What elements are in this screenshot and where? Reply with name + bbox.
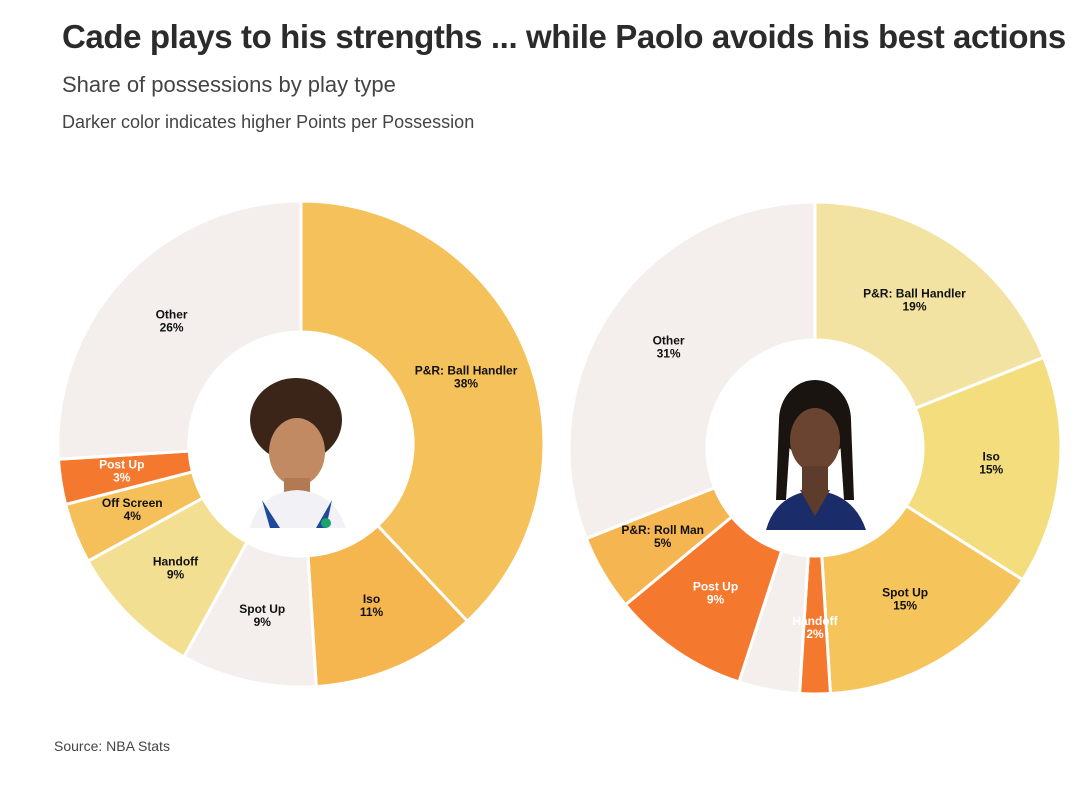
paolo-pct-post-up: 9% (707, 592, 725, 606)
cade-pct-off-screen: 4% (124, 509, 142, 523)
paolo-slice-spot-up (820, 503, 1025, 696)
chart-subtitle: Share of possessions by play type (62, 72, 396, 97)
cade-label-spot-up: Spot Up (239, 602, 285, 616)
cade-slice-p-r-ball-handler (299, 199, 546, 624)
paolo-pct-handoff: 2% (806, 627, 824, 641)
paolo-label-spot-up: Spot Up (882, 585, 928, 599)
cade-pct-spot-up: 9% (254, 615, 272, 629)
paolo-portrait (762, 378, 868, 530)
cade-label-post-up: Post Up (99, 457, 144, 471)
paolo-label-post-up: Post Up (693, 579, 738, 593)
color-note: Darker color indicates higher Points per… (62, 112, 475, 132)
paolo-slice-p-r-ball-handler (813, 200, 1046, 411)
cade-donut (56, 199, 546, 689)
cade-label-handoff: Handoff (153, 555, 199, 569)
chart-title: Cade plays to his strengths ... while Pa… (62, 18, 1066, 55)
paolo-label-iso: Iso (983, 450, 1000, 464)
paolo-pct-p-r-roll-man: 5% (654, 536, 672, 550)
paolo-pct-other: 31% (657, 347, 681, 361)
paolo-label-handoff: Handoff (792, 614, 838, 628)
source-note: Source: NBA Stats (54, 738, 170, 754)
cade-pct-iso: 11% (360, 605, 384, 619)
cade-pct-handoff: 9% (167, 568, 185, 582)
paolo-label-p-r-roll-man: P&R: Roll Man (621, 523, 704, 537)
cade-pct-post-up: 3% (113, 470, 131, 484)
paolo-pct-spot-up: 15% (893, 598, 917, 612)
paolo-pct-iso: 15% (979, 463, 1003, 477)
cade-portrait (246, 378, 348, 528)
paolo-pct-p-r-ball-handler: 19% (902, 300, 926, 314)
paolo-label-other: Other (653, 334, 685, 348)
paolo-label-p-r-ball-handler: P&R: Ball Handler (863, 287, 966, 301)
cade-slice-other (56, 199, 303, 461)
paolo-slice-iso (904, 355, 1063, 582)
cade-label-iso: Iso (363, 592, 380, 606)
cade-label-off-screen: Off Screen (102, 496, 163, 510)
cade-pct-other: 26% (160, 320, 184, 334)
cade-label-p-r-ball-handler: P&R: Ball Handler (415, 364, 518, 378)
paolo-donut (567, 200, 1063, 696)
cade-pct-p-r-ball-handler: 38% (454, 377, 478, 391)
paolo-slice-other (567, 200, 817, 541)
cade-label-other: Other (156, 307, 188, 321)
